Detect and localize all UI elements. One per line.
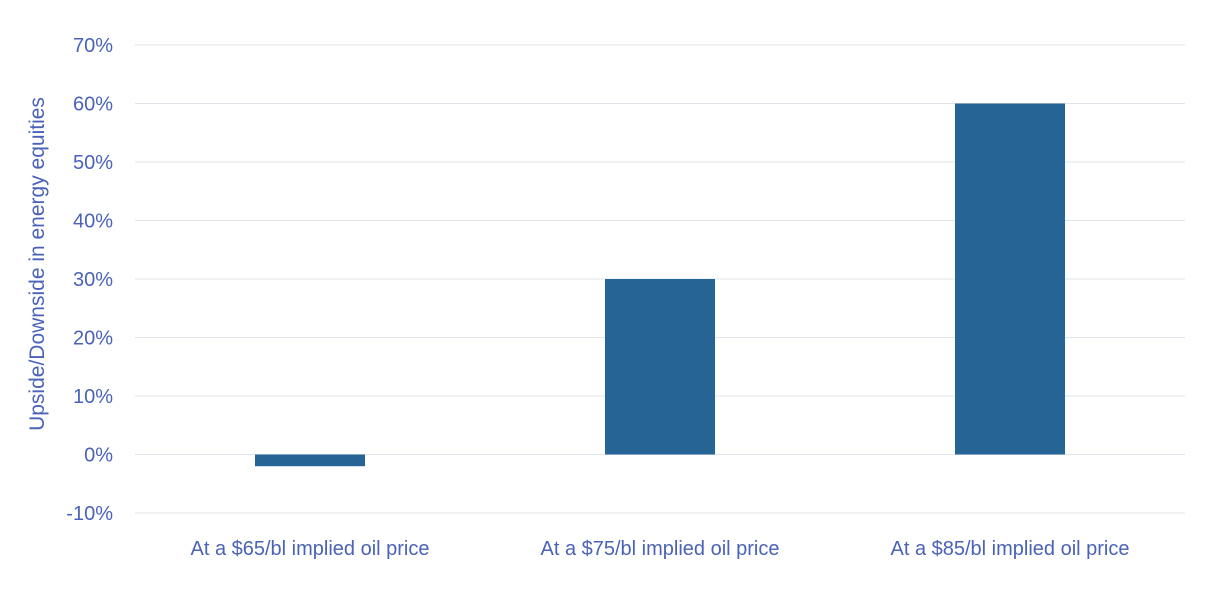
bar [605, 279, 715, 455]
x-tick-label: At a $65/bl implied oil price [190, 538, 429, 560]
bar [955, 103, 1065, 455]
bars [255, 103, 1065, 467]
y-tick-label: 10% [73, 386, 113, 408]
y-tick-label: -10% [66, 503, 113, 525]
x-tick-label: At a $85/bl implied oil price [890, 538, 1129, 560]
y-axis-ticks: -10% 0% 10% 20% 30% 40% 50% 60% 70% [66, 35, 113, 525]
y-tick-label: 50% [73, 152, 113, 174]
x-tick-label: At a $75/bl implied oil price [540, 538, 779, 560]
bar [255, 454, 365, 467]
y-tick-label: 70% [73, 35, 113, 57]
y-tick-label: 30% [73, 269, 113, 291]
y-tick-label: 60% [73, 94, 113, 116]
y-tick-label: 40% [73, 211, 113, 233]
y-tick-label: 0% [84, 445, 113, 467]
x-axis-ticks: At a $65/bl implied oil price At a $75/bl… [190, 538, 1129, 560]
y-axis-label: Upside/Downside in energy equities [26, 97, 49, 431]
y-tick-label: 20% [73, 328, 113, 350]
